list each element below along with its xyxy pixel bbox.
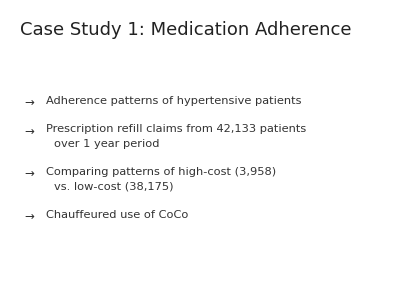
Text: vs. low-cost (38,175): vs. low-cost (38,175) [54,182,174,192]
Text: Chauffeured use of CoCo: Chauffeured use of CoCo [46,210,188,220]
Text: →: → [24,96,34,109]
Text: Adherence patterns of hypertensive patients: Adherence patterns of hypertensive patie… [46,96,302,106]
Text: →: → [24,210,34,223]
Text: →: → [24,167,34,180]
Text: →: → [24,124,34,137]
Text: Prescription refill claims from 42,133 patients: Prescription refill claims from 42,133 p… [46,124,306,134]
Text: over 1 year period: over 1 year period [54,139,160,149]
Text: Comparing patterns of high-cost (3,958): Comparing patterns of high-cost (3,958) [46,167,276,177]
Text: Case Study 1: Medication Adherence: Case Study 1: Medication Adherence [20,21,352,39]
